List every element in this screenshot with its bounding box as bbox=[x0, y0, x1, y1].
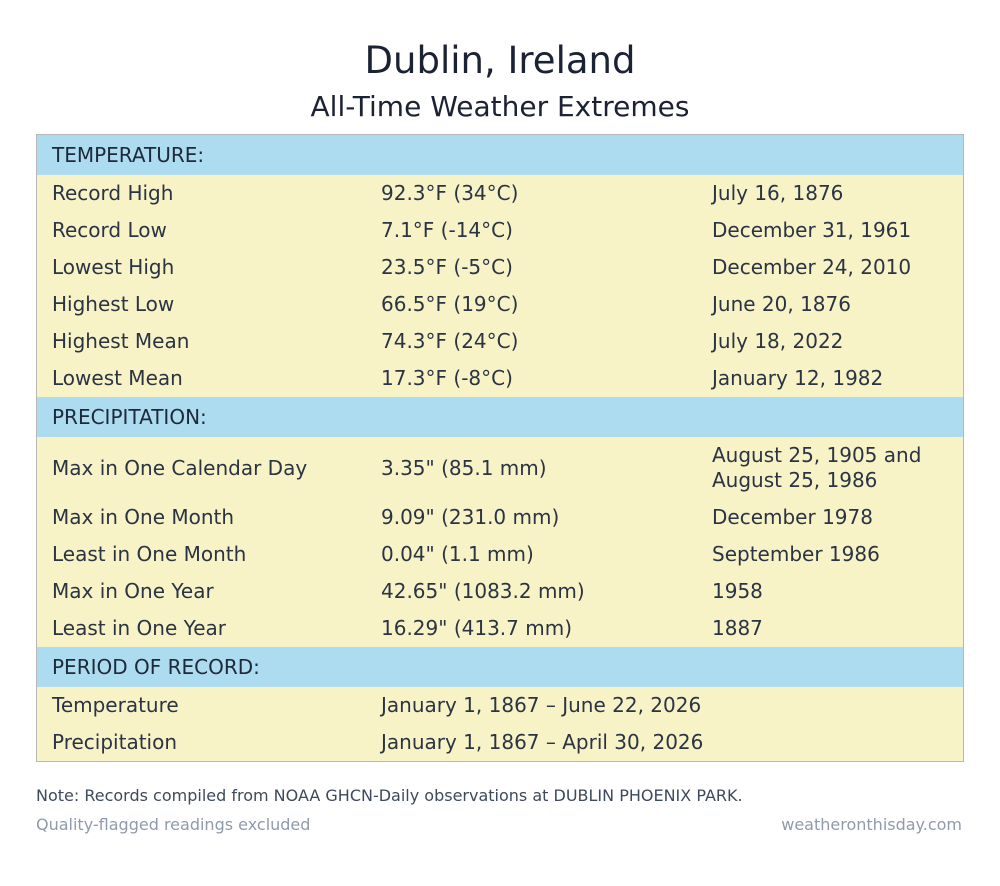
row-date: September 1986 bbox=[712, 542, 880, 566]
row-date: July 18, 2022 bbox=[712, 329, 844, 353]
row-label: Record High bbox=[52, 181, 174, 205]
row-value: January 1, 1867 – June 22, 2026 bbox=[381, 693, 702, 717]
row-value: 16.29" (413.7 mm) bbox=[381, 616, 572, 640]
row-value: 0.04" (1.1 mm) bbox=[381, 542, 534, 566]
row-date: December 1978 bbox=[712, 505, 873, 529]
extremes-table: TEMPERATURE: Record High 92.3°F (34°C) J… bbox=[36, 134, 964, 762]
row-label: Max in One Calendar Day bbox=[52, 455, 308, 480]
table-row: Lowest High 23.5°F (-5°C) December 24, 2… bbox=[37, 249, 963, 286]
row-value: 42.65" (1083.2 mm) bbox=[381, 579, 585, 603]
row-value: 3.35" (85.1 mm) bbox=[381, 455, 547, 480]
row-value: 23.5°F (-5°C) bbox=[381, 255, 513, 279]
table-row: Lowest Mean 17.3°F (-8°C) January 12, 19… bbox=[37, 360, 963, 397]
row-value: 9.09" (231.0 mm) bbox=[381, 505, 560, 529]
source-credit: weatheronthisday.com bbox=[781, 815, 962, 834]
table-row: Max in One Calendar Day 3.35" (85.1 mm) … bbox=[37, 437, 963, 499]
row-date: 1958 bbox=[712, 579, 763, 603]
row-label: Precipitation bbox=[52, 730, 178, 754]
row-label: Least in One Year bbox=[52, 616, 226, 640]
table-row: Precipitation January 1, 1867 – April 30… bbox=[37, 724, 963, 761]
row-date-line: August 25, 1905 and bbox=[712, 443, 922, 467]
row-label: Temperature bbox=[52, 693, 179, 717]
row-label: Lowest High bbox=[52, 255, 175, 279]
row-date: August 25, 1905 and August 25, 1986 bbox=[712, 437, 957, 499]
row-date: December 31, 1961 bbox=[712, 218, 912, 242]
row-date: 1887 bbox=[712, 616, 763, 640]
row-date-line: August 25, 1986 bbox=[712, 468, 878, 492]
row-date: July 16, 1876 bbox=[712, 181, 844, 205]
row-date: January 12, 1982 bbox=[712, 366, 884, 390]
row-date: December 24, 2010 bbox=[712, 255, 912, 279]
row-value: 7.1°F (-14°C) bbox=[381, 218, 513, 242]
section-header-temperature: TEMPERATURE: bbox=[37, 135, 963, 175]
table-row: Temperature January 1, 1867 – June 22, 2… bbox=[37, 687, 963, 724]
page-subtitle: All-Time Weather Extremes bbox=[310, 90, 690, 123]
row-label: Highest Mean bbox=[52, 329, 190, 353]
row-label: Max in One Year bbox=[52, 579, 214, 603]
table-row: Least in One Year 16.29" (413.7 mm) 1887 bbox=[37, 610, 963, 647]
row-label: Record Low bbox=[52, 218, 167, 242]
row-label: Least in One Month bbox=[52, 542, 247, 566]
row-label: Highest Low bbox=[52, 292, 175, 316]
section-header-precipitation: PRECIPITATION: bbox=[37, 397, 963, 437]
section-header-period: PERIOD OF RECORD: bbox=[37, 647, 963, 687]
footnote: Note: Records compiled from NOAA GHCN-Da… bbox=[36, 786, 743, 805]
quality-note: Quality-flagged readings excluded bbox=[36, 815, 311, 834]
row-date: June 20, 1876 bbox=[712, 292, 851, 316]
row-value: 66.5°F (19°C) bbox=[381, 292, 519, 316]
page-title: Dublin, Ireland bbox=[364, 39, 636, 82]
table-row: Record Low 7.1°F (-14°C) December 31, 19… bbox=[37, 212, 963, 249]
row-value: 92.3°F (34°C) bbox=[381, 181, 519, 205]
row-label: Lowest Mean bbox=[52, 366, 183, 390]
row-value: 17.3°F (-8°C) bbox=[381, 366, 513, 390]
table-row: Highest Mean 74.3°F (24°C) July 18, 2022 bbox=[37, 323, 963, 360]
row-value: 74.3°F (24°C) bbox=[381, 329, 519, 353]
table-row: Record High 92.3°F (34°C) July 16, 1876 bbox=[37, 175, 963, 212]
table-row: Max in One Year 42.65" (1083.2 mm) 1958 bbox=[37, 573, 963, 610]
table-row: Highest Low 66.5°F (19°C) June 20, 1876 bbox=[37, 286, 963, 323]
row-value: January 1, 1867 – April 30, 2026 bbox=[381, 730, 704, 754]
table-row: Max in One Month 9.09" (231.0 mm) Decemb… bbox=[37, 499, 963, 536]
row-label: Max in One Month bbox=[52, 505, 235, 529]
table-row: Least in One Month 0.04" (1.1 mm) Septem… bbox=[37, 536, 963, 573]
